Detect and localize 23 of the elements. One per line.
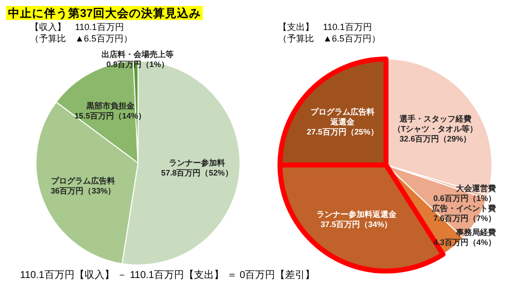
slice-label: 大会運営費 (456, 184, 496, 194)
chart-title: 中止に伴う第37回大会の決算見込み (8, 6, 201, 20)
category-label: （Tシャツ・タオル等） (392, 124, 478, 134)
slice-label: ランナー参加料返還金 (316, 210, 398, 219)
data-label: 32.6百万円（29%） (399, 134, 472, 144)
slice-label: 事務局経費 (455, 228, 496, 237)
slice-label: 黒部市負担金 (85, 100, 136, 111)
text: 【支出】 110.1百万円 (278, 22, 372, 32)
category-label: 選手・スタッフ経費 (399, 114, 472, 124)
text: 110.1百万円【収入】 － 110.1百万円【支出】 ＝ 0百万円【差引】 (20, 269, 316, 281)
data-label: 27.5百万円（25%） (306, 127, 378, 136)
category-label: 返還金 (330, 117, 355, 126)
text: （予算比 ▲6.5百万円） (30, 33, 132, 44)
slice-label: 広告・イベント費 (431, 203, 496, 214)
text: （予算比 ▲6.5百万円） (278, 33, 380, 44)
slice-label: ランナー参加料 (168, 158, 225, 168)
slice-label: プログラム広告料 (51, 175, 116, 186)
data-label: 37.5百万円（34%） (320, 220, 392, 229)
data-label: 36百万円（33%） (50, 186, 116, 196)
data-label: 57.8百万円（52%） (161, 168, 233, 178)
text: 【収入】 110.1百万円 (30, 22, 124, 32)
slice-label: 出店料・会場売上等 (102, 49, 174, 59)
category-label: プログラム広告料 (310, 107, 375, 116)
